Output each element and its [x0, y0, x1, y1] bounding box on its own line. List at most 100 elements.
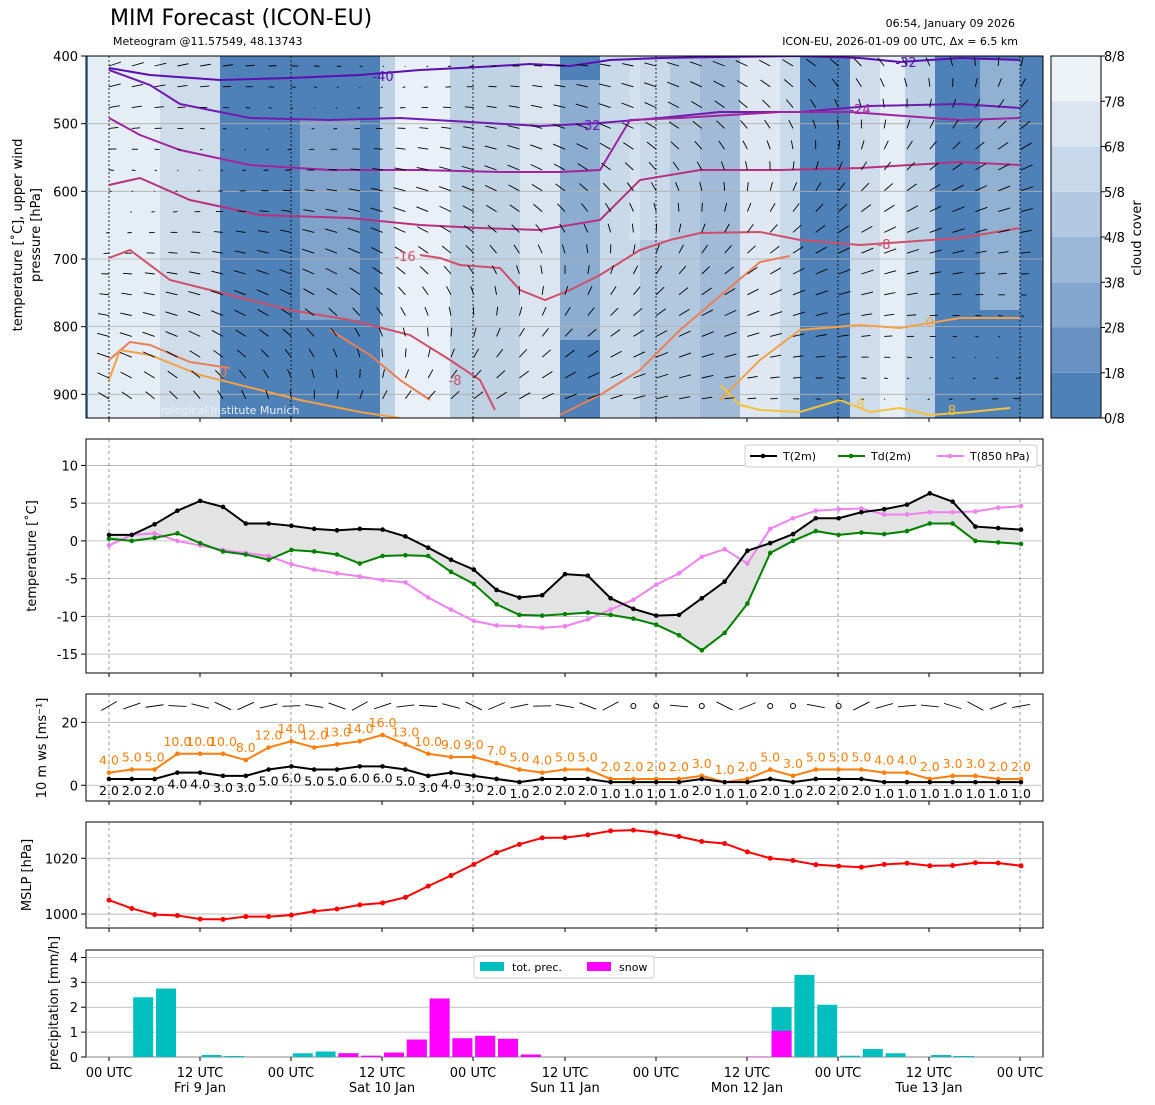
legend-swatch-precip — [480, 962, 504, 971]
wind-barb — [357, 348, 361, 358]
wind-barb — [769, 224, 778, 233]
wind-barb — [699, 181, 703, 191]
wind-barb — [678, 330, 691, 337]
snow-bar — [498, 1038, 518, 1057]
wind-barb — [861, 204, 872, 212]
colorbar-segment — [1051, 282, 1101, 328]
series-point — [722, 546, 727, 552]
wind-barb — [177, 169, 179, 172]
precip-bar — [885, 1053, 906, 1057]
wind-barb — [97, 313, 110, 317]
wind-barb — [838, 161, 843, 171]
wind-barb — [439, 205, 452, 213]
contour-label: -24 — [849, 103, 870, 118]
wind-barb — [142, 331, 155, 337]
wind-point — [220, 773, 226, 779]
wind-barb — [530, 144, 543, 150]
wind-barb — [491, 265, 498, 275]
xtick-label: 12 UTC — [906, 1066, 952, 1081]
wind-barb — [724, 266, 734, 275]
cloud-band — [520, 56, 560, 418]
wind-value-label: 1.0 — [874, 786, 894, 801]
wind-value-label: 5.0 — [555, 750, 575, 765]
series-point — [699, 648, 705, 653]
wind-barb — [467, 265, 475, 275]
wind-barb — [998, 251, 1009, 254]
wind-barb — [496, 370, 506, 379]
wind-barb — [325, 267, 338, 275]
xtick-label: 00 UTC — [450, 1066, 496, 1081]
wind-barb — [952, 250, 965, 254]
wind-barb — [461, 185, 474, 192]
temperature-contour — [719, 384, 1011, 417]
series-point — [175, 508, 180, 514]
wind-value-label: 3.0 — [943, 756, 963, 771]
wind-barb — [380, 86, 383, 88]
series-point — [197, 498, 203, 504]
temperature-panel: T(2m) Td(2m) T(850 hPa) -15 -10 -5 0 5 10 tempe… — [24, 438, 1044, 674]
wind-barb — [838, 290, 851, 296]
series-point — [859, 506, 864, 511]
wind-barb — [256, 289, 269, 296]
contour-label: 0 — [926, 316, 934, 331]
wind-point — [767, 767, 773, 772]
wind-point — [425, 773, 431, 779]
wind-barb — [829, 58, 839, 67]
calm-wind-symbol — [698, 703, 705, 709]
mslp-point — [972, 860, 978, 866]
wind-barb — [579, 702, 597, 710]
wind-value-label: 4.0 — [99, 753, 119, 768]
ytick-label: 600 — [53, 185, 78, 200]
wind-barb — [145, 704, 164, 708]
series-point — [676, 571, 682, 576]
wind-barb — [533, 203, 543, 212]
wind-barb — [952, 184, 964, 192]
wind-barb — [222, 148, 224, 151]
wind-value-label: 1.0 — [943, 786, 963, 801]
wind-barb — [1020, 120, 1031, 129]
wind-point — [539, 770, 545, 775]
wind-point — [539, 776, 545, 782]
wind-point — [813, 776, 819, 782]
wind-value-label: 2.0 — [646, 759, 666, 774]
wind-barb — [884, 248, 897, 254]
wind-value-label: 1.0 — [737, 786, 757, 801]
wind-barb — [123, 702, 141, 710]
wind-point — [403, 767, 408, 772]
precip-bar — [292, 1053, 313, 1057]
series-point — [973, 538, 978, 544]
wind-barb — [564, 328, 573, 337]
contour-label: -8 — [878, 238, 891, 253]
temperature-contour — [108, 111, 1021, 173]
wind-barb — [530, 104, 543, 109]
wind-barb — [510, 703, 529, 709]
wind-value-label: 2.0 — [806, 783, 826, 798]
series-point — [904, 512, 910, 517]
wind-barb — [853, 57, 862, 67]
wind-barb — [883, 161, 892, 171]
wind-barb — [396, 266, 406, 275]
wind-barb — [464, 106, 474, 109]
snow-bar — [406, 1039, 427, 1057]
series-point — [790, 515, 796, 521]
wind-barb — [877, 57, 885, 67]
wind-barb — [792, 203, 800, 212]
wind-barb — [283, 189, 292, 192]
wind-point — [836, 776, 841, 782]
wind-barb — [541, 349, 551, 358]
wind-barb — [508, 105, 520, 109]
wind-barb — [668, 121, 680, 129]
wind-barb — [701, 374, 714, 379]
mslp-point — [585, 832, 591, 838]
wind-barb — [812, 119, 817, 129]
wind-barb — [815, 268, 828, 275]
wind-barb — [929, 271, 942, 275]
wind-barb — [997, 142, 1009, 150]
wind-barb — [861, 225, 873, 233]
wind-point — [653, 779, 659, 785]
series-point — [927, 491, 933, 496]
mslp-point — [220, 916, 226, 922]
series-point — [859, 509, 864, 515]
wind-barb — [359, 65, 363, 68]
cloud-patch — [980, 60, 1020, 310]
